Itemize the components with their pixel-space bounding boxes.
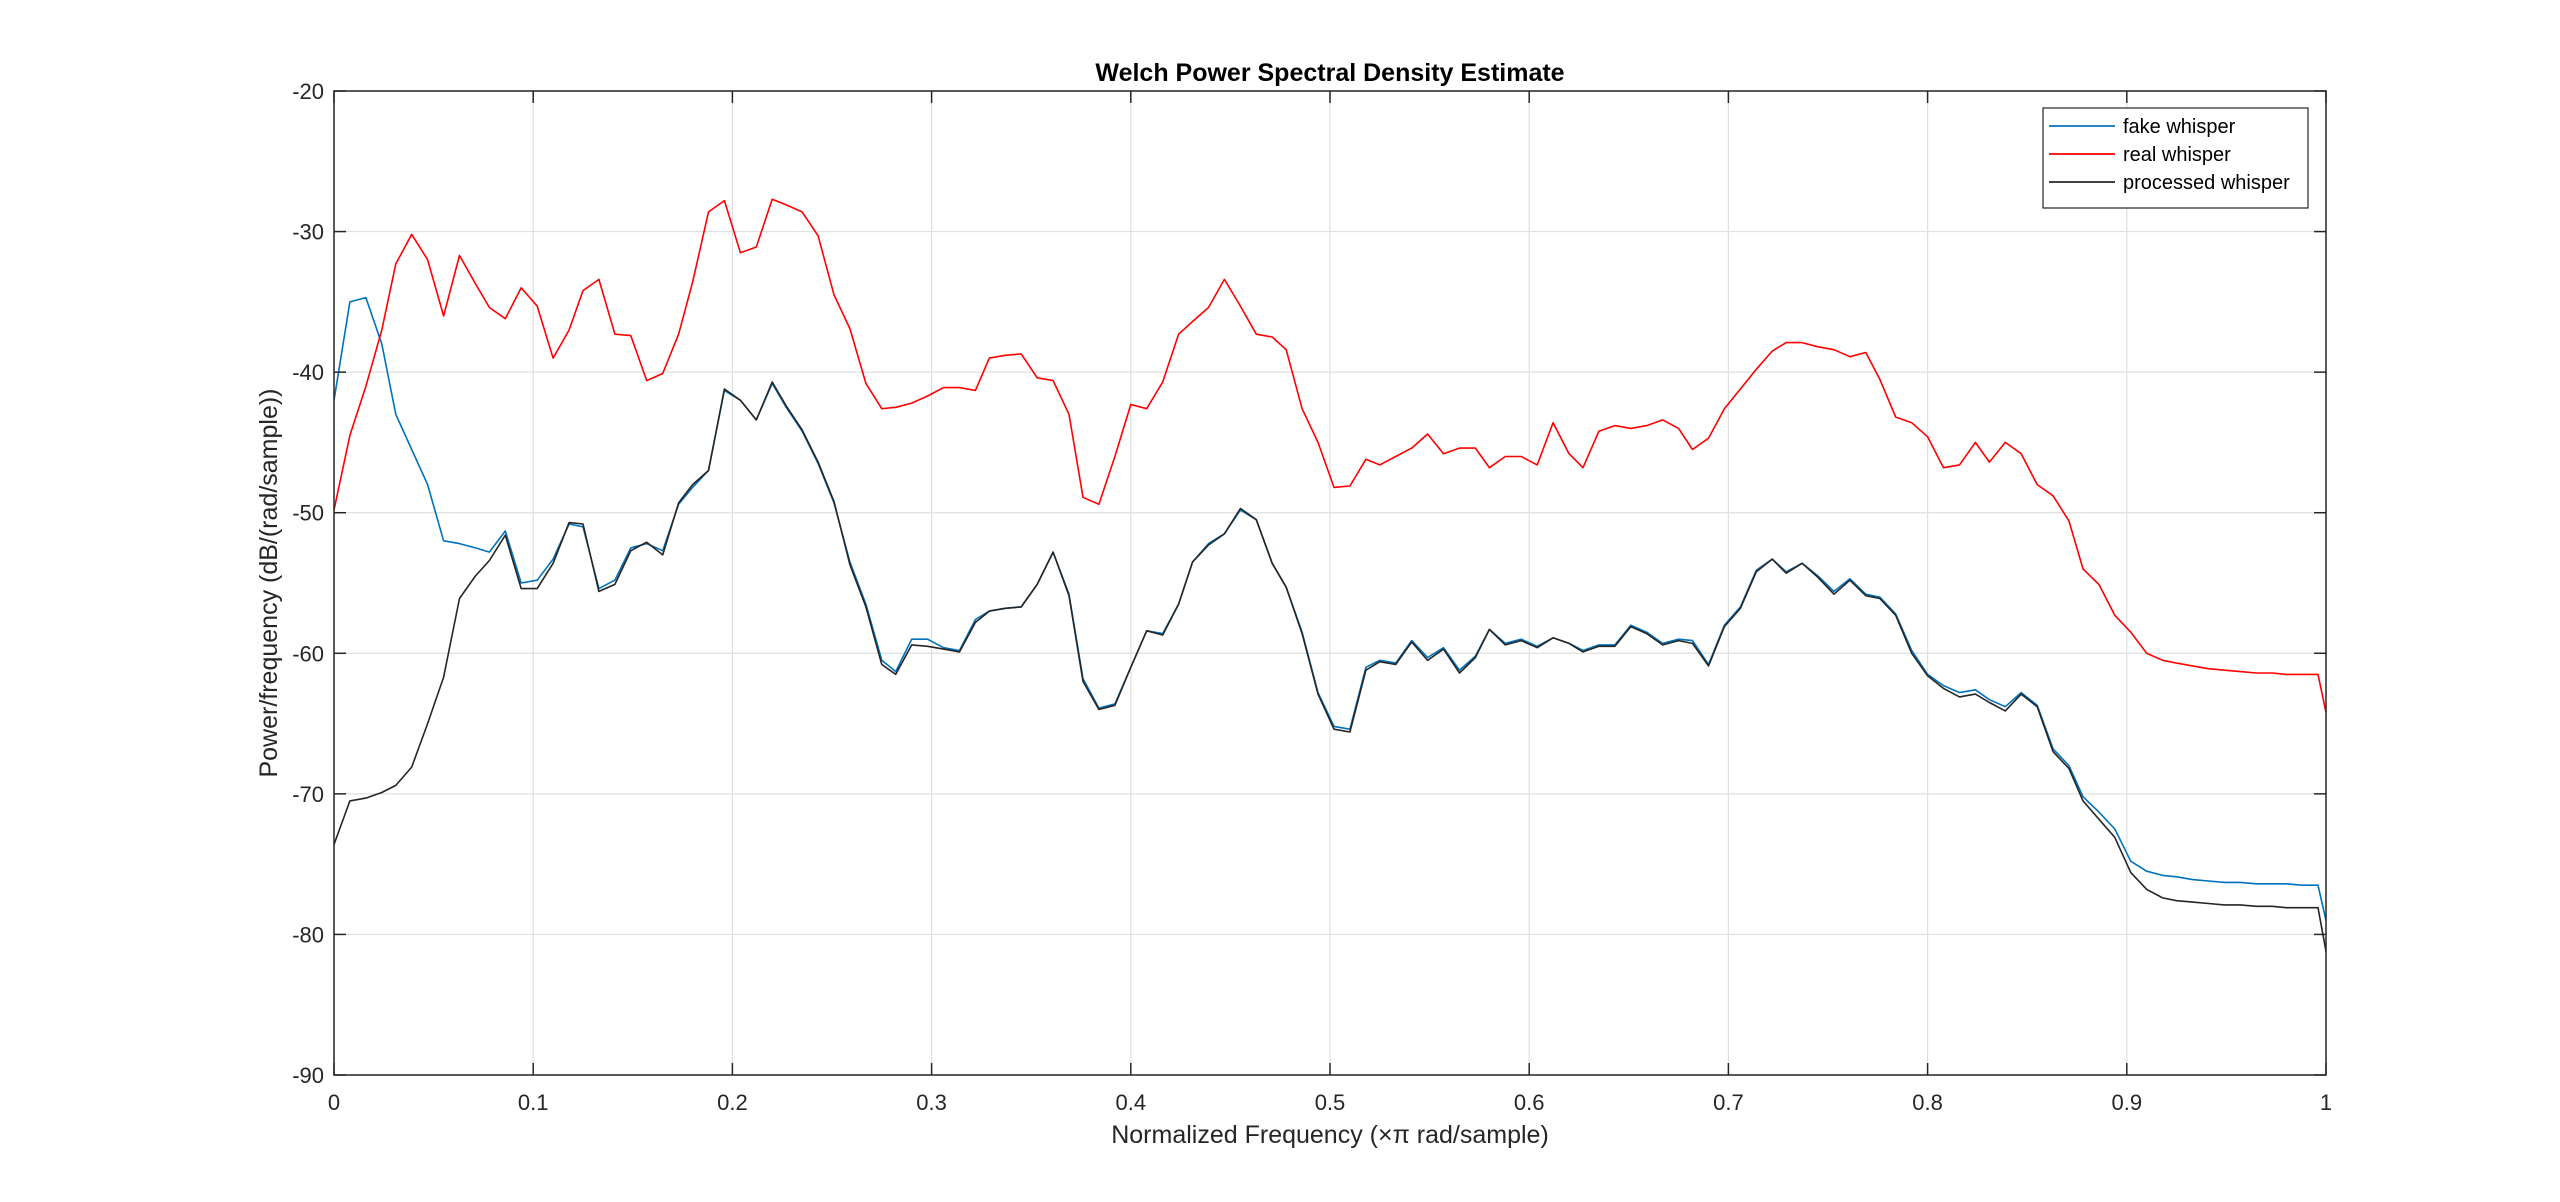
y-axis-ticks: -90 -80 -70 -60 -50 -40 -30 -20: [292, 79, 2326, 1088]
legend-label: fake whisper: [2123, 116, 2236, 138]
series-lines: [333, 198, 2327, 952]
x-tick-label: 0.3: [916, 1090, 947, 1115]
x-tick-label: 0.6: [1514, 1090, 1545, 1115]
series-line-real-whisper: [333, 198, 2327, 713]
y-tick-label: -90: [292, 1063, 324, 1088]
x-tick-label: 1: [2320, 1090, 2332, 1115]
x-tick-label: 0: [328, 1090, 340, 1115]
y-tick-label: -70: [292, 782, 324, 807]
y-tick-label: -50: [292, 501, 324, 526]
legend-label: processed whisper: [2123, 172, 2290, 194]
y-tick-label: -80: [292, 922, 324, 947]
x-tick-label: 0.1: [518, 1090, 549, 1115]
x-axis-ticks: 0 0.1 0.2 0.3 0.4 0.5 0.6 0.7 0.8 0.9 1: [328, 91, 2332, 1115]
x-tick-label: 0.2: [717, 1090, 748, 1115]
y-axis-label: Power/frequency (dB/(rad/sample)): [255, 388, 283, 777]
x-tick-label: 0.4: [1116, 1090, 1147, 1115]
legend-entries: fake whisper real whisper processed whispe…: [2049, 116, 2290, 194]
y-tick-label: -60: [292, 641, 324, 666]
y-tick-label: -30: [292, 220, 324, 245]
series-line-processed-whisper: [333, 381, 2327, 952]
legend[interactable]: fake whisper real whisper processed whispe…: [2042, 107, 2309, 209]
y-tick-label: -40: [292, 360, 324, 385]
legend-label: real whisper: [2123, 144, 2231, 166]
x-axis-label: Normalized Frequency (×π rad/sample): [1111, 1121, 1549, 1149]
x-tick-label: 0.9: [2112, 1090, 2143, 1115]
x-tick-label: 0.5: [1315, 1090, 1346, 1115]
y-tick-label: -20: [292, 79, 324, 104]
x-tick-label: 0.7: [1713, 1090, 1744, 1115]
x-tick-label: 0.8: [1912, 1090, 1943, 1115]
chart-title: Welch Power Spectral Density Estimate: [1095, 59, 1564, 87]
legend-box: [2042, 107, 2309, 209]
